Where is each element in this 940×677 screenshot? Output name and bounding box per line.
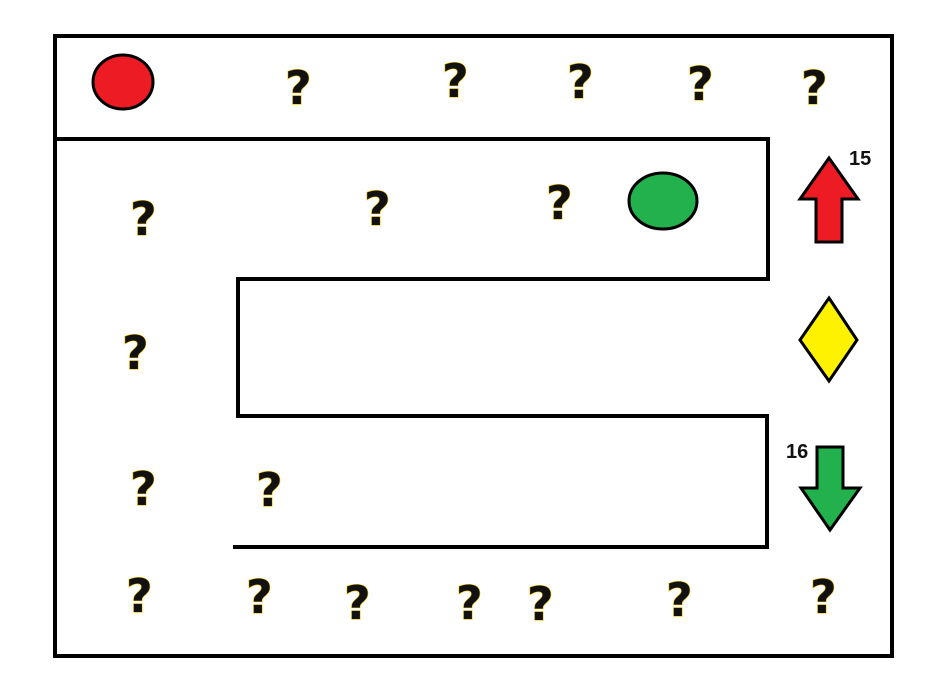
- down-arrow-icon[interactable]: [798, 445, 863, 533]
- mystery-tile[interactable]: ?: [245, 569, 273, 624]
- maze-wall-top-corridor: [55, 137, 770, 549]
- board-border: [53, 34, 894, 658]
- green-circle-token[interactable]: [627, 171, 699, 231]
- mystery-tile[interactable]: ?: [545, 175, 573, 230]
- mystery-tile[interactable]: ?: [343, 575, 371, 630]
- up-arrow-label: 15: [849, 148, 871, 170]
- mystery-tile[interactable]: ?: [255, 462, 283, 517]
- mystery-tile[interactable]: ?: [686, 56, 714, 111]
- mystery-tile[interactable]: ?: [125, 568, 153, 623]
- mystery-tile[interactable]: ?: [129, 461, 157, 516]
- mystery-tile[interactable]: ?: [665, 572, 693, 627]
- mystery-tile[interactable]: ?: [809, 569, 837, 624]
- mystery-tile[interactable]: ?: [363, 181, 391, 236]
- mystery-tile[interactable]: ?: [129, 191, 157, 246]
- mystery-tile[interactable]: ?: [566, 54, 594, 109]
- mystery-tile[interactable]: ?: [441, 53, 469, 108]
- up-arrow-icon[interactable]: [797, 155, 861, 244]
- diamond-icon[interactable]: [798, 295, 859, 384]
- down-arrow-label: 16: [786, 441, 808, 463]
- mystery-tile[interactable]: ?: [800, 60, 828, 115]
- mystery-tile[interactable]: ?: [526, 576, 554, 631]
- mystery-tile[interactable]: ?: [284, 60, 312, 115]
- mystery-tile[interactable]: ?: [455, 575, 483, 630]
- mystery-tile[interactable]: ?: [121, 325, 149, 380]
- red-circle-token[interactable]: [91, 53, 155, 111]
